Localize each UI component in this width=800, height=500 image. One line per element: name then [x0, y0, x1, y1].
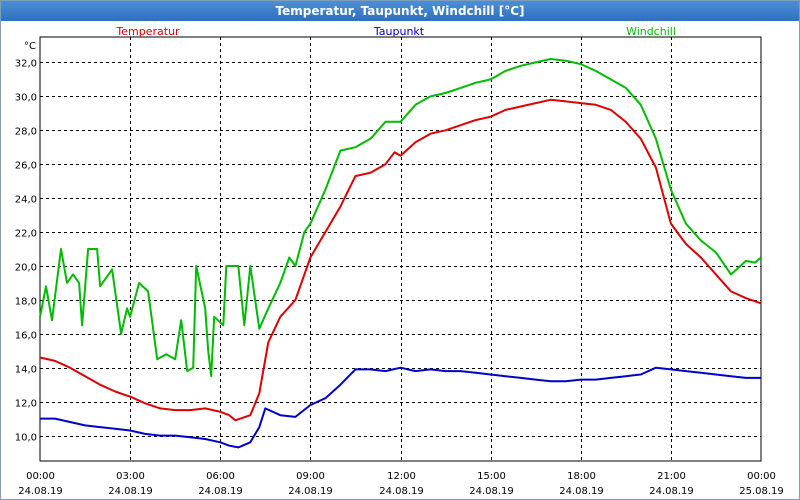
y-tick-label: 14,0: [15, 365, 37, 376]
y-axis-unit: °C: [24, 41, 36, 52]
window-title: Temperatur, Taupunkt, Windchill [°C]: [1, 1, 799, 21]
x-tick-time: 00:00: [26, 471, 55, 482]
x-tick-time: 06:00: [206, 471, 235, 482]
x-tick-time: 12:00: [387, 471, 416, 482]
x-tick-time: 00:00: [747, 471, 776, 482]
x-tick-date: 24.08.19: [469, 486, 514, 497]
x-tick-time: 09:00: [296, 471, 325, 482]
legend: Temperatur Taupunkt Windchill: [115, 25, 676, 38]
y-tick-label: 24,0: [15, 195, 37, 206]
y-tick-label: 28,0: [15, 127, 37, 138]
y-tick-label: 32,0: [15, 59, 37, 70]
y-tick-label: 26,0: [15, 161, 37, 172]
x-tick-time: 21:00: [657, 471, 686, 482]
gridlines: [40, 37, 761, 461]
legend-item-temperatur: Temperatur: [115, 25, 180, 38]
x-tick-time: 18:00: [567, 471, 596, 482]
x-tick-date: 24.08.19: [198, 486, 243, 497]
x-tick-date: 24.08.19: [18, 486, 63, 497]
x-tick-date: 24.08.19: [108, 486, 153, 497]
x-tick-time: 03:00: [116, 471, 145, 482]
y-tick-label: 30,0: [15, 93, 37, 104]
y-tick-label: 22,0: [15, 229, 37, 240]
series-line-windchill: [39, 58, 762, 378]
series-line-taupunkt: [40, 366, 761, 449]
y-tick-label: 12,0: [15, 399, 37, 410]
x-tick-time: 15:00: [477, 471, 506, 482]
y-tick-label: 18,0: [15, 297, 37, 308]
y-tick-label: 16,0: [15, 331, 37, 342]
y-tick-label: 10,0: [15, 433, 37, 444]
legend-item-taupunkt: Taupunkt: [373, 25, 425, 38]
y-tick-label: 20,0: [15, 263, 37, 274]
series-line-temperatur: [39, 98, 762, 422]
x-tick-date: 25.08.19: [739, 486, 784, 497]
series-lines: [39, 58, 762, 449]
x-tick-date: 24.08.19: [379, 486, 424, 497]
x-tick-date: 24.08.19: [288, 486, 333, 497]
x-tick-date: 24.08.19: [559, 486, 604, 497]
plot-area: [39, 36, 762, 462]
x-tick-date: 24.08.19: [649, 486, 694, 497]
x-axis: 00:00 24.08.19 03:00 24.08.19 06:00 24.08.19 0…: [18, 471, 784, 497]
legend-item-windchill: Windchill: [626, 25, 676, 38]
y-axis: 32,0 30,0 28,0 26,0 24,0 22,0 20,0 18,0 16,0 14,0…: [15, 59, 37, 444]
